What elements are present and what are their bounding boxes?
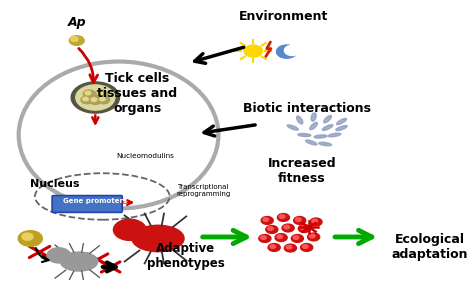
Circle shape xyxy=(266,226,278,233)
Circle shape xyxy=(298,225,310,233)
Circle shape xyxy=(275,234,287,241)
Ellipse shape xyxy=(314,135,327,138)
Circle shape xyxy=(312,219,318,223)
Circle shape xyxy=(302,245,308,248)
Circle shape xyxy=(95,90,108,98)
Circle shape xyxy=(308,233,319,241)
Circle shape xyxy=(85,91,91,95)
Text: Increased
fitness: Increased fitness xyxy=(268,157,337,185)
Circle shape xyxy=(284,45,300,56)
Ellipse shape xyxy=(324,115,331,123)
Text: Tick cells
tissues and
organs: Tick cells tissues and organs xyxy=(97,72,177,114)
Circle shape xyxy=(276,45,297,58)
Ellipse shape xyxy=(297,116,303,124)
Ellipse shape xyxy=(310,122,318,130)
Text: Biotic interactions: Biotic interactions xyxy=(243,102,371,114)
Circle shape xyxy=(292,235,303,242)
Circle shape xyxy=(284,225,290,229)
Circle shape xyxy=(261,236,266,239)
Circle shape xyxy=(293,236,299,239)
Circle shape xyxy=(261,217,273,224)
Ellipse shape xyxy=(298,133,311,136)
Circle shape xyxy=(284,244,296,252)
Circle shape xyxy=(300,226,306,230)
Ellipse shape xyxy=(132,225,184,252)
Circle shape xyxy=(277,235,283,238)
Ellipse shape xyxy=(336,125,347,131)
Circle shape xyxy=(286,245,292,249)
Text: Environment: Environment xyxy=(239,10,328,23)
Circle shape xyxy=(294,217,306,224)
Circle shape xyxy=(71,37,78,41)
Circle shape xyxy=(83,97,88,101)
Circle shape xyxy=(100,97,105,101)
Circle shape xyxy=(268,244,280,251)
Text: Transcriptional
reprogramming: Transcriptional reprogramming xyxy=(177,184,231,197)
Circle shape xyxy=(279,215,285,218)
Ellipse shape xyxy=(287,125,298,130)
Ellipse shape xyxy=(60,252,98,271)
Ellipse shape xyxy=(306,140,317,145)
Circle shape xyxy=(310,218,322,226)
Circle shape xyxy=(71,82,119,113)
Circle shape xyxy=(301,244,313,251)
Text: Gene promoters: Gene promoters xyxy=(63,198,128,204)
Circle shape xyxy=(98,96,109,104)
FancyBboxPatch shape xyxy=(52,196,122,212)
Ellipse shape xyxy=(328,133,341,137)
Text: Nucleus: Nucleus xyxy=(30,180,80,189)
Ellipse shape xyxy=(311,113,316,121)
Circle shape xyxy=(244,45,263,57)
Text: Ap: Ap xyxy=(67,16,86,29)
Circle shape xyxy=(89,97,101,104)
Circle shape xyxy=(18,231,42,246)
Circle shape xyxy=(91,98,97,101)
Ellipse shape xyxy=(319,142,332,146)
Ellipse shape xyxy=(337,118,346,125)
Circle shape xyxy=(113,219,146,241)
Circle shape xyxy=(83,90,95,98)
Circle shape xyxy=(268,227,273,230)
Circle shape xyxy=(295,218,301,221)
Ellipse shape xyxy=(322,125,333,130)
Circle shape xyxy=(270,245,275,248)
Circle shape xyxy=(282,224,294,232)
Text: Ecological
adaptation: Ecological adaptation xyxy=(392,233,468,261)
Circle shape xyxy=(310,234,315,238)
Circle shape xyxy=(69,36,84,45)
Circle shape xyxy=(97,91,103,95)
Circle shape xyxy=(277,214,290,221)
Circle shape xyxy=(47,248,71,263)
Circle shape xyxy=(263,218,269,221)
Text: Adaptive
phenotypes: Adaptive phenotypes xyxy=(147,242,225,271)
Circle shape xyxy=(259,235,271,242)
Circle shape xyxy=(22,233,33,240)
Circle shape xyxy=(76,85,115,110)
Circle shape xyxy=(81,96,93,104)
Text: Nucleomodulins: Nucleomodulins xyxy=(116,153,174,159)
